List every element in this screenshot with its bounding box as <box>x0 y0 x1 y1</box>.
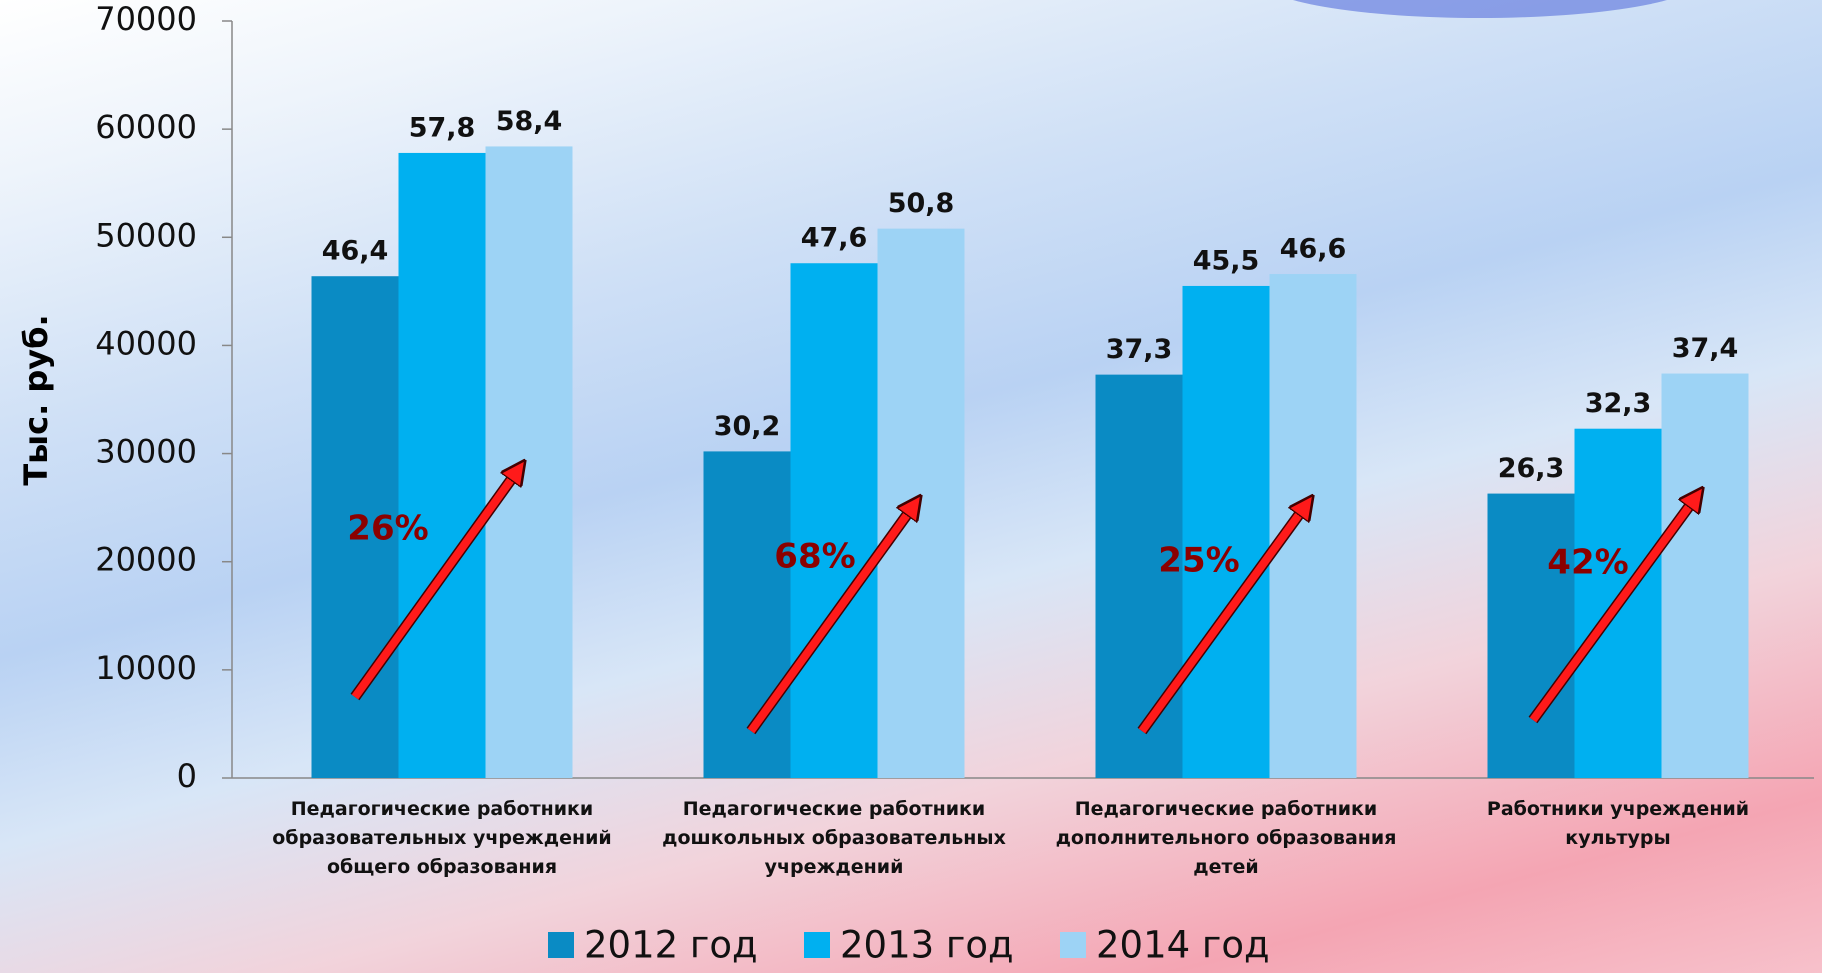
legend-swatch <box>804 932 830 958</box>
arrow <box>351 470 518 700</box>
bar <box>703 451 791 778</box>
legend-swatch <box>1060 932 1086 958</box>
y-tick-label: 10000 <box>95 649 197 687</box>
arrow <box>747 505 914 734</box>
annotation: 26% <box>347 509 428 549</box>
data-label: 26,3 <box>1498 453 1565 484</box>
annotation: 68% <box>774 537 855 577</box>
x-tick-label: Работники учреждений культуры <box>1486 798 1750 849</box>
decor <box>1292 0 1668 18</box>
data-label: 45,5 <box>1193 245 1260 276</box>
y-tick-label: 0 <box>177 757 197 795</box>
x-tick-label: Педагогические работники дополнительного… <box>1055 798 1397 878</box>
data-label: 37,4 <box>1672 333 1739 364</box>
data-label: 50,8 <box>888 188 955 219</box>
data-label: 46,6 <box>1280 234 1347 265</box>
bar <box>1269 274 1357 778</box>
data-label: 47,6 <box>801 223 868 254</box>
arrow <box>1529 497 1696 723</box>
data-label: 37,3 <box>1106 334 1173 365</box>
data-label: 57,8 <box>409 112 476 143</box>
data-label: 32,3 <box>1585 388 1652 419</box>
annotation: 42% <box>1547 543 1628 583</box>
bar <box>790 263 878 778</box>
y-tick-label: 40000 <box>95 324 197 362</box>
data-label: 30,2 <box>714 411 781 442</box>
bar <box>485 146 573 779</box>
y-axis-label: Тыс. руб. <box>17 314 55 485</box>
bar <box>877 228 965 779</box>
y-tick-label: 20000 <box>95 541 197 579</box>
bar <box>1661 373 1749 778</box>
data-label: 58,4 <box>496 106 563 137</box>
legend-swatch <box>548 932 574 958</box>
y-tick-label: 50000 <box>95 216 197 254</box>
arrow <box>1138 505 1306 734</box>
legend-label: 2013 год <box>840 924 1014 967</box>
x-tick-label: Педагогические работники образовательных… <box>272 798 612 878</box>
y-tick-label: 30000 <box>95 433 197 471</box>
annotation: 25% <box>1158 541 1239 581</box>
legend-label: 2014 год <box>1096 924 1270 967</box>
bar <box>1487 493 1575 778</box>
bar <box>1095 374 1183 778</box>
bar <box>1182 285 1270 778</box>
y-tick-label: 70000 <box>95 0 197 38</box>
x-tick-label: Педагогические работники дошкольных обра… <box>662 798 1006 878</box>
bar <box>398 152 486 779</box>
legend-label: 2012 год <box>584 924 758 967</box>
y-tick-label: 60000 <box>95 108 197 146</box>
data-label: 46,4 <box>322 236 389 267</box>
